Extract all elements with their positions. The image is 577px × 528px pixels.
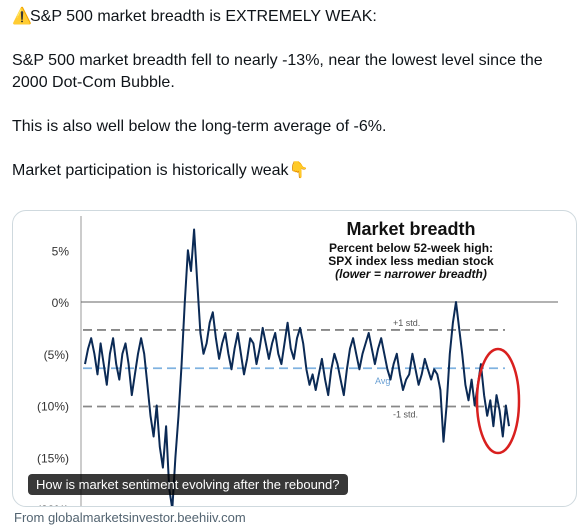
chart-subtitle-2: SPX index less median stock bbox=[328, 254, 494, 268]
media-caption[interactable]: How is market sentiment evolving after t… bbox=[28, 474, 348, 495]
paragraph-3-text: Market participation is historically wea… bbox=[12, 162, 289, 179]
y-tick-label: 5% bbox=[52, 244, 70, 258]
tweet-headline: ⚠️S&P 500 market breadth is EXTREMELY WE… bbox=[12, 6, 572, 28]
tweet-text: ⚠️S&P 500 market breadth is EXTREMELY WE… bbox=[12, 6, 572, 182]
tweet-paragraph-1: S&P 500 market breadth fell to nearly -1… bbox=[12, 52, 543, 91]
pointing-down-icon: 👇 bbox=[288, 162, 309, 179]
breadth-series-line bbox=[84, 228, 510, 506]
reference-line-label: +1 std. bbox=[393, 318, 420, 328]
chart-subtitle-3: (lower = narrower breadth) bbox=[335, 267, 487, 281]
recent-highlight-circle bbox=[475, 347, 521, 455]
reference-line-label: Avg bbox=[375, 376, 390, 386]
y-tick-label: 0% bbox=[52, 296, 70, 310]
y-tick-label: (15%) bbox=[37, 451, 69, 465]
market-breadth-chart: 5% 0% (5%) (10%) (15%) (20%) +1 std. Avg -1 std.… bbox=[37, 216, 558, 506]
reference-line-label: -1 std. bbox=[393, 410, 418, 420]
media-card[interactable]: 5% 0% (5%) (10%) (15%) (20%) +1 std. Avg -1 std.… bbox=[12, 210, 577, 507]
tweet-paragraph-3: Market participation is historically wea… bbox=[12, 160, 572, 182]
y-tick-label: (10%) bbox=[37, 400, 69, 414]
y-tick-label: (20%) bbox=[37, 503, 69, 506]
link-source[interactable]: From globalmarketsinvestor.beehiiv.com bbox=[14, 510, 246, 525]
warning-icon: ⚠️ bbox=[12, 8, 32, 25]
chart-subtitle: Percent below 52-week high: bbox=[329, 241, 493, 255]
headline-text: S&P 500 market breadth is EXTREMELY WEAK… bbox=[30, 8, 377, 25]
chart-title: Market breadth bbox=[346, 219, 475, 239]
y-tick-label: (5%) bbox=[44, 348, 69, 362]
tweet-paragraph-2: This is also well below the long-term av… bbox=[12, 118, 387, 135]
